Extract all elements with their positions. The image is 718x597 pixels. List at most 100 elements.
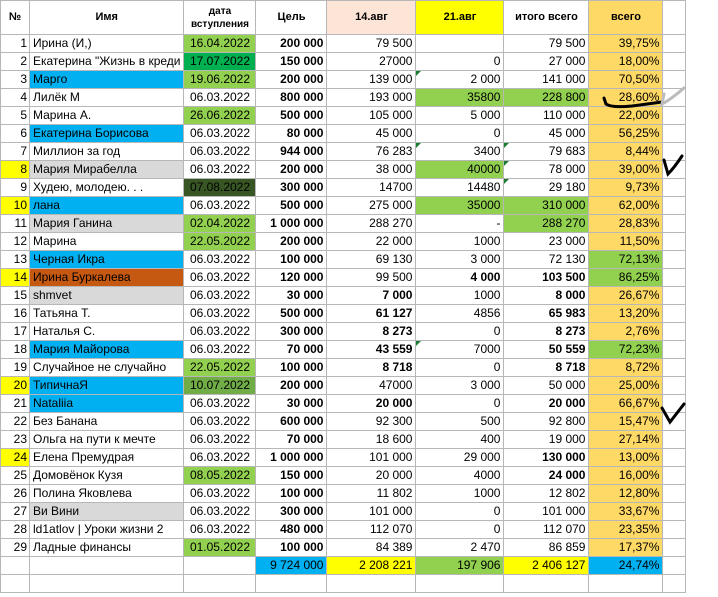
name-cell[interactable]: Ирина (И,) (28, 34, 185, 53)
goal-cell[interactable]: 70 000 (255, 340, 328, 359)
goal-cell[interactable]: 944 000 (255, 142, 328, 161)
goal-cell[interactable]: 100 000 (255, 358, 328, 377)
empty-cell[interactable] (183, 556, 257, 575)
name-cell[interactable]: Ви Вини (28, 502, 185, 521)
row-number[interactable]: 24 (0, 448, 30, 467)
goal-cell[interactable]: 30 000 (255, 394, 328, 413)
pct-cell[interactable]: 16,00% (588, 466, 664, 485)
date-cell[interactable]: 22.05.2022 (183, 232, 257, 251)
empty-cell[interactable] (662, 178, 687, 197)
aug21-cell[interactable]: 0 (415, 124, 505, 143)
name-cell[interactable]: Марина А. (28, 106, 185, 125)
goal-cell[interactable]: 200 000 (255, 376, 328, 395)
aug21-cell[interactable]: 0 (415, 322, 505, 341)
total-cell[interactable]: 86 859 (503, 538, 590, 557)
name-cell[interactable]: Без Банана (28, 412, 185, 431)
row-number[interactable]: 26 (0, 484, 30, 503)
aug21-cell[interactable]: 14480 (415, 178, 505, 197)
row-number[interactable]: 8 (0, 160, 30, 179)
aug21-cell[interactable]: 0 (415, 394, 505, 413)
date-cell[interactable]: 22.05.2022 (183, 358, 257, 377)
date-cell[interactable]: 06.03.2022 (183, 268, 257, 287)
pct-cell[interactable]: 18,00% (588, 52, 664, 71)
header-pct[interactable]: всего (588, 0, 664, 35)
row-number[interactable]: 28 (0, 520, 30, 539)
aug21-cell[interactable]: 29 000 (415, 448, 505, 467)
aug21-cell[interactable] (415, 34, 505, 53)
aug21-cell[interactable]: 3 000 (415, 250, 505, 269)
empty-cell[interactable] (662, 322, 687, 341)
total-cell[interactable]: 72 130 (503, 250, 590, 269)
pct-cell[interactable]: 25,00% (588, 376, 664, 395)
aug21-cell[interactable]: 400 (415, 430, 505, 449)
goal-cell[interactable]: 300 000 (255, 322, 328, 341)
header-aug21[interactable]: 21.авг (415, 0, 505, 35)
aug14-cell[interactable]: 43 559 (326, 340, 417, 359)
date-cell[interactable]: 06.03.2022 (183, 160, 257, 179)
row-number[interactable]: 13 (0, 250, 30, 269)
total-cell[interactable]: 50 559 (503, 340, 590, 359)
row-number[interactable]: 20 (0, 376, 30, 395)
total-cell[interactable]: 130 000 (503, 448, 590, 467)
date-cell[interactable]: 06.03.2022 (183, 250, 257, 269)
header-date[interactable]: дата вступления (183, 0, 257, 35)
aug21-cell[interactable]: 0 (415, 52, 505, 71)
aug14-cell[interactable]: 275 000 (326, 196, 417, 215)
goal-cell[interactable]: 200 000 (255, 70, 328, 89)
row-number[interactable]: 19 (0, 358, 30, 377)
total-cell[interactable]: 19 000 (503, 430, 590, 449)
pct-cell[interactable]: 13,00% (588, 448, 664, 467)
row-number[interactable]: 10 (0, 196, 30, 215)
row-number[interactable]: 2 (0, 52, 30, 71)
goal-cell[interactable]: 70 000 (255, 430, 328, 449)
total-cell[interactable]: 23 000 (503, 232, 590, 251)
total-goal-cell[interactable]: 9 724 000 (255, 556, 328, 575)
total-cell[interactable]: 29 180 (503, 178, 590, 197)
aug21-cell[interactable]: 1000 (415, 232, 505, 251)
pct-cell[interactable]: 22,00% (588, 106, 664, 125)
empty-cell[interactable] (183, 574, 257, 593)
pct-cell[interactable]: 28,60% (588, 88, 664, 107)
aug21-cell[interactable]: 1000 (415, 484, 505, 503)
total-cell[interactable]: 141 000 (503, 70, 590, 89)
total-total-cell[interactable]: 2 406 127 (503, 556, 590, 575)
pct-cell[interactable]: 8,72% (588, 358, 664, 377)
empty-cell[interactable] (662, 448, 687, 467)
aug21-cell[interactable]: 3400 (415, 142, 505, 161)
name-cell[interactable]: Мария Ганина (28, 214, 185, 233)
total-cell[interactable]: 101 000 (503, 502, 590, 521)
empty-cell[interactable] (662, 484, 687, 503)
aug14-cell[interactable]: 105 000 (326, 106, 417, 125)
goal-cell[interactable]: 100 000 (255, 250, 328, 269)
empty-cell[interactable] (662, 52, 687, 71)
header-goal[interactable]: Цель (255, 0, 328, 35)
empty-cell[interactable] (662, 466, 687, 485)
pct-cell[interactable]: 11,50% (588, 232, 664, 251)
name-cell[interactable]: Елена Премудрая (28, 448, 185, 467)
aug21-cell[interactable]: 35000 (415, 196, 505, 215)
row-number[interactable]: 17 (0, 322, 30, 341)
date-cell[interactable]: 06.03.2022 (183, 502, 257, 521)
total-cell[interactable]: 8 718 (503, 358, 590, 377)
empty-cell[interactable] (588, 574, 664, 593)
aug14-cell[interactable]: 27000 (326, 52, 417, 71)
aug21-cell[interactable]: 0 (415, 358, 505, 377)
empty-cell[interactable] (662, 412, 687, 431)
total-cell[interactable]: 228 800 (503, 88, 590, 107)
goal-cell[interactable]: 120 000 (255, 268, 328, 287)
pct-cell[interactable]: 28,83% (588, 214, 664, 233)
empty-cell[interactable] (662, 142, 687, 161)
pct-cell[interactable]: 66,67% (588, 394, 664, 413)
goal-cell[interactable]: 200 000 (255, 160, 328, 179)
total-cell[interactable]: 110 000 (503, 106, 590, 125)
aug21-cell[interactable]: 2 000 (415, 70, 505, 89)
empty-cell[interactable] (0, 556, 30, 575)
total-cell[interactable]: 310 000 (503, 196, 590, 215)
pct-cell[interactable]: 62,00% (588, 196, 664, 215)
total-cell[interactable]: 45 000 (503, 124, 590, 143)
name-cell[interactable]: Марго (28, 70, 185, 89)
date-cell[interactable]: 02.04.2022 (183, 214, 257, 233)
goal-cell[interactable]: 500 000 (255, 196, 328, 215)
aug14-cell[interactable]: 20 000 (326, 466, 417, 485)
date-cell[interactable]: 06.03.2022 (183, 394, 257, 413)
